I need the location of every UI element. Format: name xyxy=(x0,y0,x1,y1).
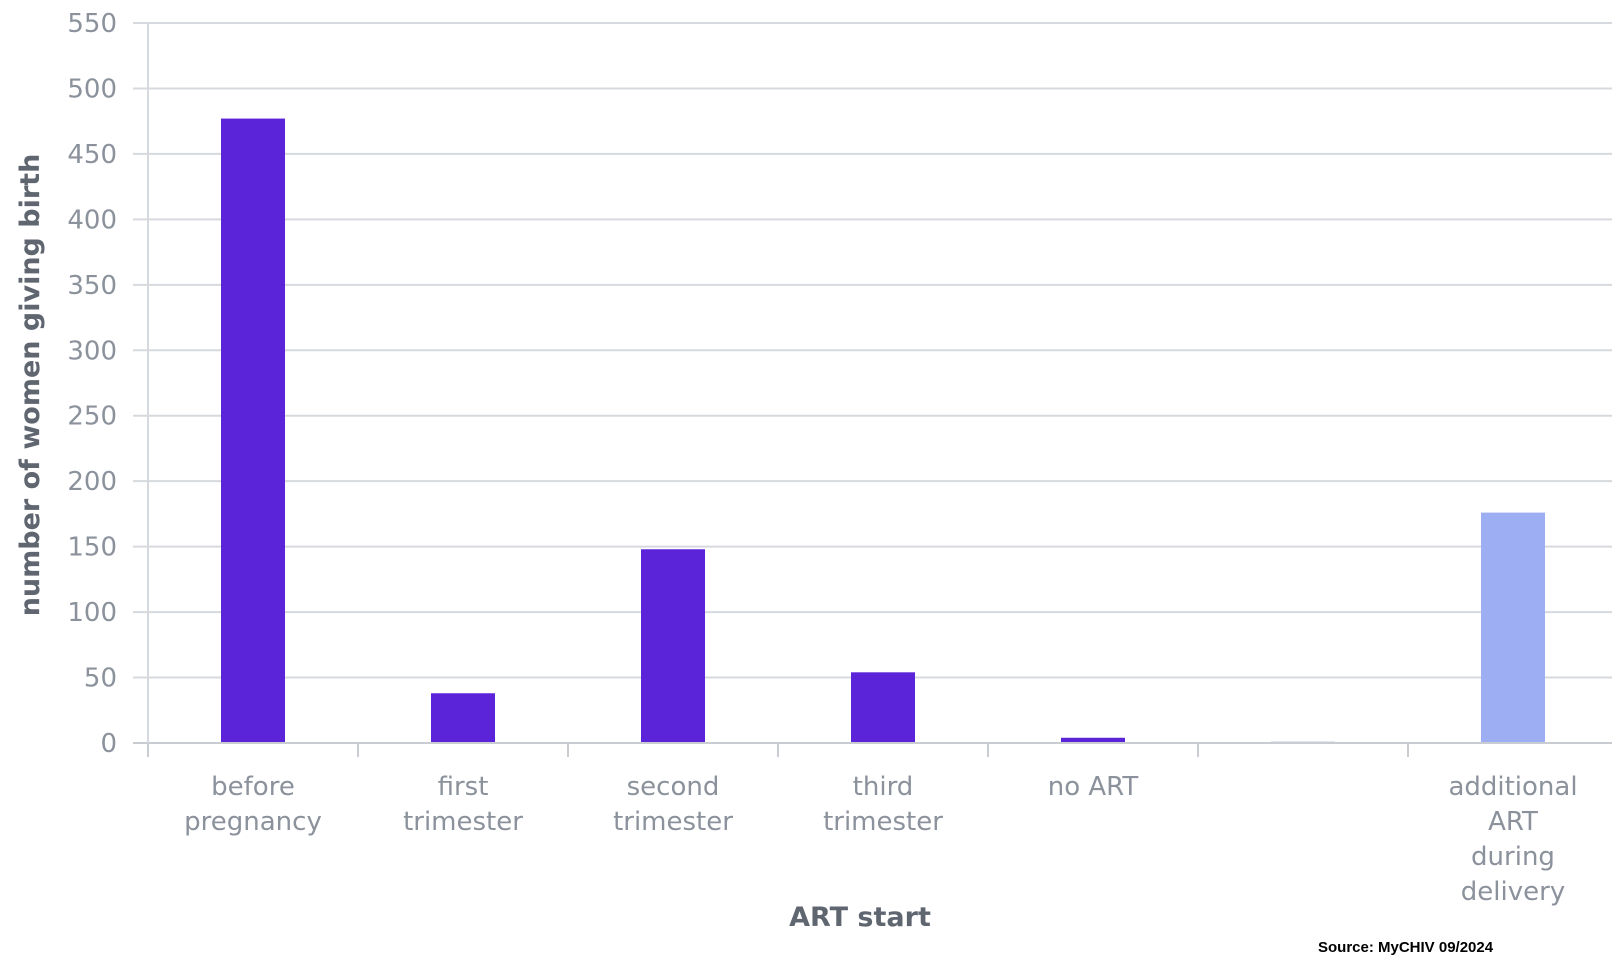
bar xyxy=(641,549,705,743)
x-axis-categories: before pregnancy first trimester second trime… xyxy=(184,772,1577,907)
x-tick-label: before xyxy=(211,772,295,802)
y-tick-label: 100 xyxy=(67,598,117,628)
bar xyxy=(1061,737,1125,743)
x-tick-label: trimester xyxy=(403,807,523,837)
y-tick-label: 300 xyxy=(67,336,117,366)
x-tick-label: pregnancy xyxy=(184,807,322,837)
y-tick-label: 50 xyxy=(84,664,117,694)
x-tick-label: first xyxy=(438,772,489,802)
x-tick-label: trimester xyxy=(823,807,943,837)
y-axis-ticks: 0 50 100 150 200 250 300 350 400 450 500 550 xyxy=(67,9,117,759)
x-axis xyxy=(133,23,1612,757)
y-tick-label: 250 xyxy=(67,402,117,432)
x-tick-label: trimester xyxy=(613,807,733,837)
bars xyxy=(221,118,1545,743)
x-tick-label: ART xyxy=(1488,807,1538,837)
y-tick-label: 550 xyxy=(67,9,117,39)
x-axis-title: ART start xyxy=(789,902,931,933)
bar xyxy=(431,693,495,743)
bar xyxy=(851,672,915,743)
x-tick-label: additional xyxy=(1448,772,1577,802)
gridlines xyxy=(133,22,1612,679)
y-axis-title: number of women giving birth xyxy=(15,154,46,617)
y-tick-label: 200 xyxy=(67,467,117,497)
source-note: Source: MyCHIV 09/2024 xyxy=(1318,939,1494,956)
x-tick-label: delivery xyxy=(1461,877,1565,907)
x-tick-label: third xyxy=(853,772,914,802)
y-tick-label: 450 xyxy=(67,140,117,170)
x-tick-label: during xyxy=(1471,842,1555,872)
y-tick-label: 150 xyxy=(67,533,117,563)
bar xyxy=(1481,512,1545,743)
y-tick-label: 400 xyxy=(67,205,117,235)
x-tick-label: second xyxy=(627,772,720,802)
x-tick-label: no ART xyxy=(1048,772,1139,802)
y-tick-label: 350 xyxy=(67,271,117,301)
y-tick-label: 500 xyxy=(67,74,117,104)
bar xyxy=(221,118,285,743)
y-tick-label: 0 xyxy=(100,729,117,759)
